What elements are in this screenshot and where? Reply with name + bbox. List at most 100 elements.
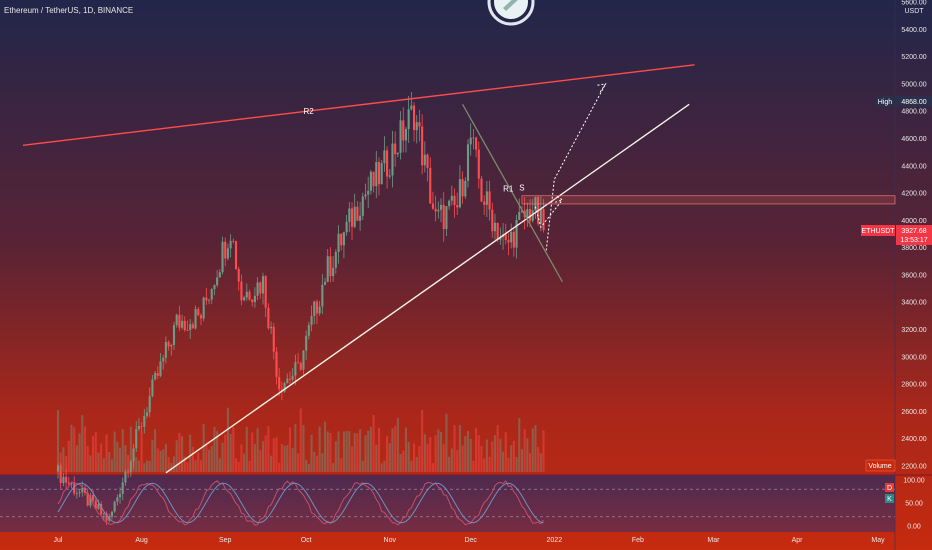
volume-bar [431,463,434,472]
annotation-s: S [519,183,524,192]
volume-bar [178,432,181,472]
candle-body [272,326,275,352]
volume-bar [350,446,354,472]
drawings-layer: R2 R1 S [22,64,896,474]
volume-bar [237,461,240,472]
projection-path-long[interactable] [545,83,607,251]
candle-body [288,378,292,380]
resistance-zone[interactable] [521,195,896,205]
price-axis[interactable]: 5600.00 5400.00 5200.00 5000.00 4800.00 4600.… [901,0,926,471]
time-tick-label: Oct [301,537,312,544]
volume-bar [448,456,451,472]
volume-bar [81,415,84,472]
candle-body [375,161,378,187]
time-axis[interactable]: Jul Aug Sep Oct Nov Dec 2022 Feb Mar Apr May [54,537,886,544]
volume-bar [464,435,467,472]
support-trendline[interactable] [165,103,690,474]
svg-text:13:53:17: 13:53:17 [900,237,927,244]
candlestick-series [56,91,545,526]
projection-path-short[interactable] [534,196,564,229]
candle-body [264,276,267,308]
candle-body [350,208,354,227]
candle-body [321,284,324,307]
volume-bar [148,460,151,472]
candle-body [199,315,203,319]
candle-body [413,105,416,131]
volume-bar [272,438,275,472]
volume-bar [105,434,108,472]
volume-bar [151,440,154,472]
volume-bar [426,443,429,472]
volume-bar [243,453,246,472]
candle-body [240,281,243,301]
volume-bar [110,459,113,472]
candle-body [283,383,286,392]
candle-body [493,222,497,232]
volume-bar [504,432,507,472]
volume-bar [221,442,224,472]
volume-bar [399,453,402,472]
candle-body [491,209,494,232]
time-tick-label: May [871,537,885,544]
candle-body [86,492,89,506]
volume-bar [251,432,254,472]
svg-text:4868.00: 4868.00 [901,99,926,106]
candle-body [469,137,472,145]
volume-bar [245,426,248,472]
candle-body [307,324,310,336]
candle-body [453,195,456,206]
volume-bar [154,429,157,472]
candle-body [323,281,327,285]
candle-body [56,465,60,472]
candle-body [456,205,459,208]
volume-bar [404,427,408,472]
descending-trendline[interactable] [462,104,563,283]
volume-bar [342,431,345,472]
candle-body [105,513,108,521]
candle-body [315,301,318,314]
volume-bar [199,460,203,472]
annotation-r1: R1 [503,185,514,194]
resistance-r2-line[interactable] [22,64,695,146]
volume-bar [86,445,89,472]
oscillator-pane[interactable] [0,480,895,526]
candle-body [234,241,238,270]
volume-bar [302,425,305,472]
candle-body [164,341,167,358]
symbol-interval: 1D [83,6,94,15]
candle-body [342,232,345,246]
volume-bar [323,421,327,472]
time-tick-label: Apr [792,537,804,544]
candle-body [426,154,429,168]
volume-bar [496,425,499,472]
volume-bar [218,458,221,472]
volume-bar [92,436,95,472]
volume-bar [515,457,518,472]
volume-bar [140,431,143,472]
candle-body [531,210,534,221]
candle-body [394,143,397,155]
candle-body [73,483,76,494]
volume-bar [485,439,488,472]
volume-bar [108,451,111,472]
candle-body [410,105,413,110]
volume-bar [56,410,60,472]
candle-body [92,495,95,501]
candle-body [458,179,461,208]
oscillator-axis: 100.00 50.00 0.00 [903,478,925,531]
volume-bar [380,463,383,472]
candle-body [512,231,515,248]
volume-bar [183,456,186,472]
candle-body [402,120,405,141]
candle-body [89,495,92,506]
symbol-info[interactable]: Ethereum / TetherUS, 1D, BINANCE [4,6,133,15]
candle-body [148,396,151,413]
price-tick-label: 4600.00 [901,136,926,143]
volume-bar [275,437,278,472]
candle-body [310,316,313,325]
candle-body [434,208,437,212]
volume-bar [526,438,529,472]
candle-body [121,482,124,494]
price-tick-label: 4800.00 [901,109,926,116]
